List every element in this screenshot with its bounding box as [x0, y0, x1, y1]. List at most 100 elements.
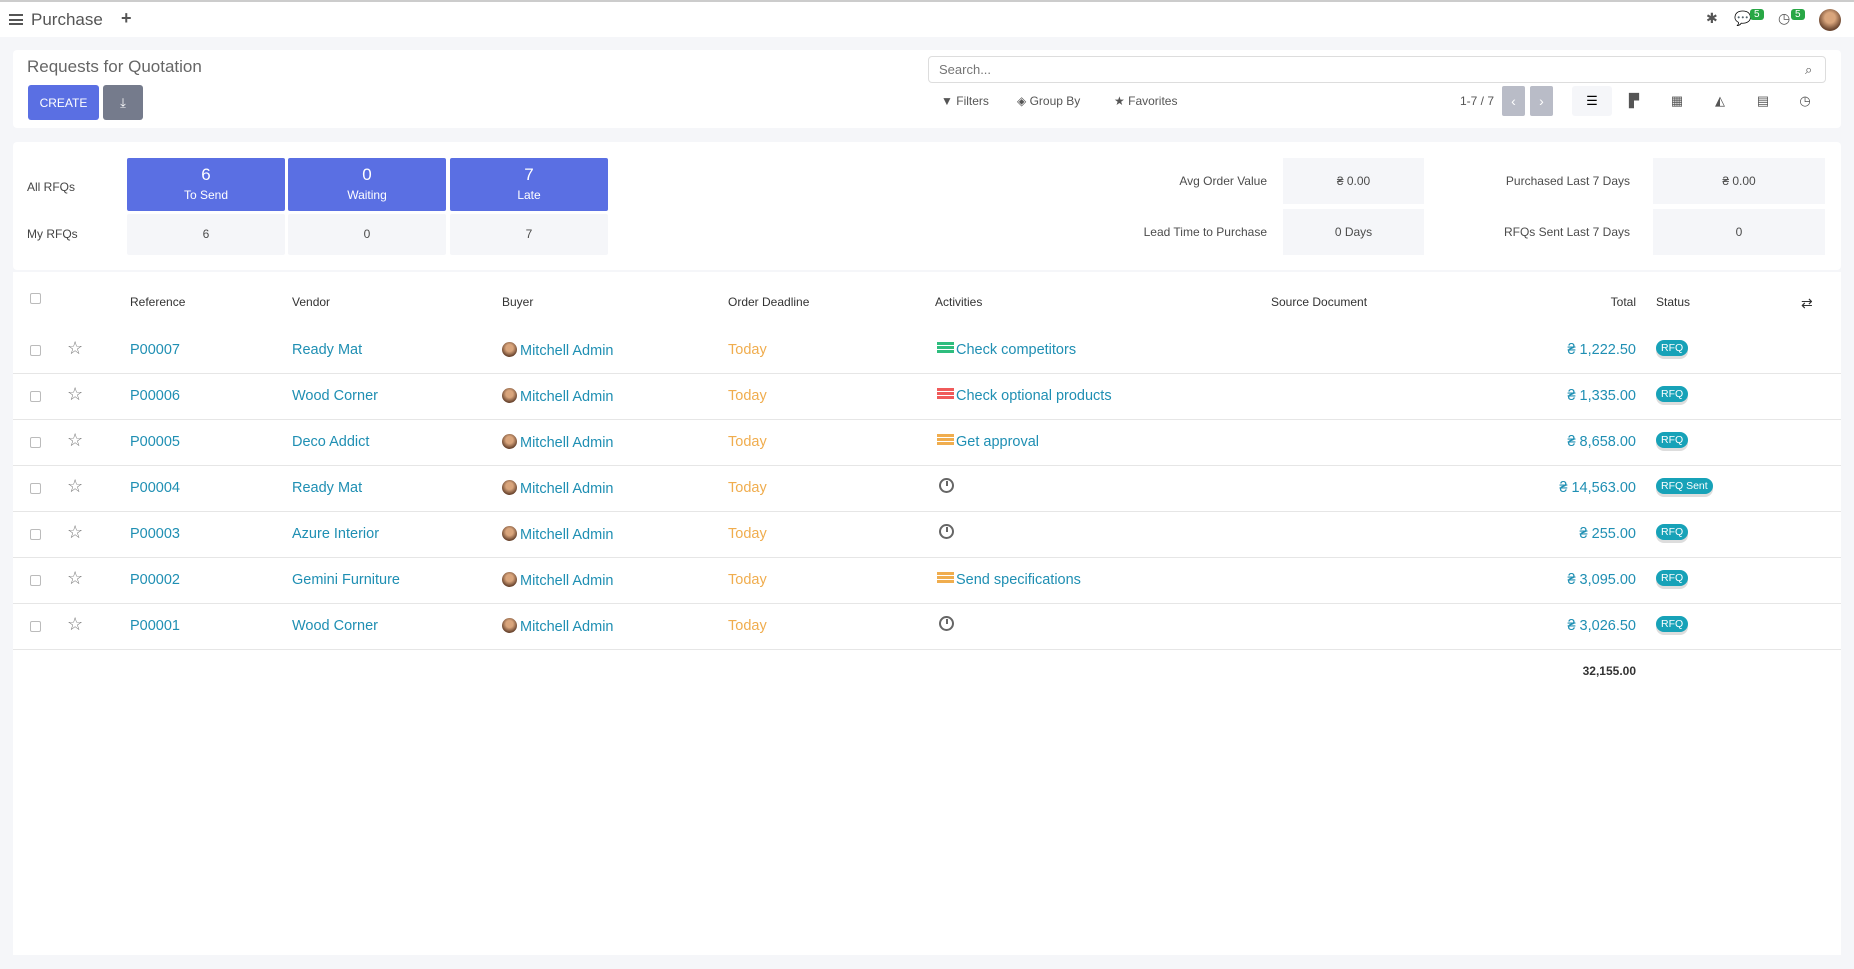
search-input[interactable] — [928, 56, 1826, 83]
star-icon[interactable]: ☆ — [67, 568, 84, 588]
my-late[interactable]: 7 — [450, 214, 608, 255]
table-row[interactable]: ☆ P00004 Ready Mat Mitchell Admin Today … — [13, 466, 1841, 512]
group-by-button[interactable]: ◈ Group By — [1017, 94, 1080, 108]
row-checkbox[interactable] — [30, 483, 41, 494]
vendor[interactable]: Wood Corner — [292, 618, 378, 634]
row-checkbox[interactable] — [30, 391, 41, 402]
vendor[interactable]: Gemini Furniture — [292, 572, 400, 588]
list-view-icon[interactable]: ☰ — [1572, 86, 1612, 116]
pager-next-button[interactable]: › — [1530, 86, 1553, 116]
reference[interactable]: P00004 — [130, 480, 180, 496]
tile-count: 0 — [362, 165, 372, 184]
header-activities[interactable]: Activities — [935, 295, 983, 309]
clock-icon[interactable] — [939, 616, 954, 631]
search-icon[interactable]: ⌕ — [1805, 62, 1813, 77]
header-vendor[interactable]: Vendor — [292, 295, 331, 309]
plus-icon[interactable]: + — [121, 8, 132, 28]
star-icon[interactable]: ☆ — [67, 338, 84, 358]
header-source[interactable]: Source Document — [1271, 295, 1368, 309]
status-badge: RFQ — [1656, 616, 1689, 632]
pager-value[interactable]: 1-7 / 7 — [1460, 94, 1495, 108]
graph-view-icon[interactable]: ◭ — [1715, 93, 1725, 108]
filters-button[interactable]: ▼ Filters — [941, 94, 989, 108]
vendor[interactable]: Ready Mat — [292, 342, 363, 358]
star-icon[interactable]: ☆ — [67, 614, 84, 634]
buyer-name: Mitchell Admin — [520, 343, 614, 359]
table-row[interactable]: ☆ P00007 Ready Mat Mitchell Admin Today … — [13, 328, 1841, 374]
clock-icon[interactable] — [939, 478, 954, 493]
row-checkbox[interactable] — [30, 437, 41, 448]
row-checkbox[interactable] — [30, 575, 41, 586]
header-deadline[interactable]: Order Deadline — [728, 295, 810, 309]
table-row[interactable]: ☆ P00002 Gemini Furniture Mitchell Admin… — [13, 558, 1841, 604]
calendar-view-icon[interactable]: ▤ — [1756, 93, 1770, 108]
user-avatar[interactable] — [1819, 9, 1841, 31]
activity-link[interactable]: Check optional products — [937, 388, 1112, 404]
activity-clock-icon[interactable]: ◷ — [1778, 10, 1791, 26]
bug-icon[interactable]: ✱ — [1706, 10, 1718, 26]
vendor[interactable]: Ready Mat — [292, 480, 363, 496]
table-row[interactable]: ☆ P00003 Azure Interior Mitchell Admin T… — [13, 512, 1841, 558]
header-status[interactable]: Status — [1656, 295, 1691, 309]
header-reference[interactable]: Reference — [130, 295, 186, 309]
activity-link[interactable]: Check competitors — [937, 342, 1076, 358]
buyer[interactable]: Mitchell Admin — [502, 572, 613, 589]
buyer[interactable]: Mitchell Admin — [502, 434, 613, 451]
row-checkbox[interactable] — [30, 621, 41, 632]
buyer[interactable]: Mitchell Admin — [502, 342, 613, 359]
row-checkbox[interactable] — [30, 345, 41, 356]
menu-icon[interactable] — [9, 14, 23, 25]
star-icon[interactable]: ☆ — [67, 384, 84, 404]
reference[interactable]: P00006 — [130, 388, 180, 404]
chat-icon[interactable]: 💬 — [1734, 10, 1752, 26]
clock-icon[interactable] — [939, 524, 954, 539]
my-waiting[interactable]: 0 — [288, 214, 446, 255]
avg-order-value: ₴ 0.00 — [1283, 158, 1424, 204]
order-deadline: Today — [728, 526, 767, 542]
select-all-checkbox[interactable] — [30, 293, 41, 304]
header-total[interactable]: Total — [1610, 295, 1636, 309]
reference[interactable]: P00003 — [130, 526, 180, 542]
buyer[interactable]: Mitchell Admin — [502, 618, 613, 635]
table-row[interactable]: ☆ P00005 Deco Addict Mitchell Admin Toda… — [13, 420, 1841, 466]
download-button[interactable]: ⤓ — [103, 85, 143, 120]
status-badge: RFQ — [1656, 386, 1689, 402]
row-checkbox[interactable] — [30, 529, 41, 540]
order-deadline: Today — [728, 572, 767, 588]
star-icon[interactable]: ☆ — [67, 430, 84, 450]
tile-count: 7 — [524, 165, 534, 184]
buyer[interactable]: Mitchell Admin — [502, 480, 613, 497]
vendor[interactable]: Azure Interior — [292, 526, 380, 542]
favorites-button[interactable]: ★ Favorites — [1114, 94, 1177, 108]
my-to-send[interactable]: 6 — [127, 214, 285, 255]
all-rfqs-label: All RFQs — [27, 180, 75, 194]
vendor[interactable]: Deco Addict — [292, 434, 370, 450]
column-settings-icon[interactable]: ⇄ — [1801, 295, 1813, 311]
tile-waiting[interactable]: 0 Waiting — [288, 158, 446, 211]
star-icon[interactable]: ☆ — [67, 522, 84, 542]
tile-late[interactable]: 7 Late — [450, 158, 608, 211]
header-buyer[interactable]: Buyer — [502, 295, 534, 309]
table-row[interactable]: ☆ P00001 Wood Corner Mitchell Admin Toda… — [13, 604, 1841, 650]
tile-label: Late — [517, 188, 541, 202]
app-title[interactable]: Purchase — [31, 10, 103, 29]
table-row[interactable]: ☆ P00006 Wood Corner Mitchell Admin Toda… — [13, 374, 1841, 420]
activity-link[interactable]: Get approval — [937, 434, 1039, 450]
pivot-view-icon[interactable]: ▦ — [1670, 93, 1684, 108]
reference[interactable]: P00001 — [130, 618, 180, 634]
vendor[interactable]: Wood Corner — [292, 388, 378, 404]
buyer[interactable]: Mitchell Admin — [502, 388, 613, 405]
reference[interactable]: P00005 — [130, 434, 180, 450]
star-icon[interactable]: ☆ — [67, 476, 84, 496]
activity-view-icon[interactable]: ◷ — [1799, 93, 1811, 108]
my-rfqs-label: My RFQs — [27, 227, 78, 241]
reference[interactable]: P00002 — [130, 572, 180, 588]
kanban-view-icon[interactable]: ▛ — [1629, 93, 1639, 108]
create-button[interactable]: CREATE — [28, 85, 99, 120]
activity-link[interactable]: Send specifications — [937, 572, 1081, 588]
layers-icon: ◈ — [1017, 94, 1027, 108]
buyer[interactable]: Mitchell Admin — [502, 526, 613, 543]
reference[interactable]: P00007 — [130, 342, 180, 358]
pager-prev-button[interactable]: ‹ — [1502, 86, 1525, 116]
tile-to-send[interactable]: 6 To Send — [127, 158, 285, 211]
